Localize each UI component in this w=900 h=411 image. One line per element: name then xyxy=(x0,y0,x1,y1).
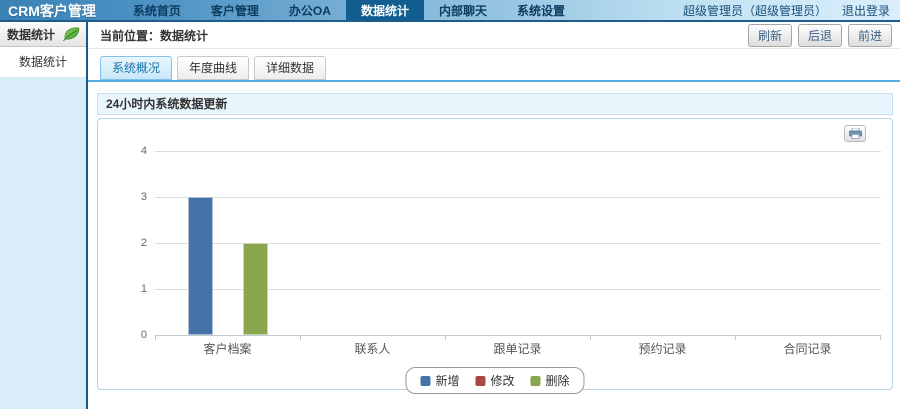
x-axis-category-label: 跟单记录 xyxy=(493,342,542,356)
nav-item[interactable]: 系统设置 xyxy=(516,4,565,18)
toolbar-button[interactable]: 前进 xyxy=(847,23,892,47)
sidebar-items: 数据统计 xyxy=(0,47,86,77)
top-nav: CRM客户管理 系统首页 客户管理 办公OA 数据统计 内部聊天 系统设置 超级管理员（超… xyxy=(0,0,900,22)
panel-header: 24小时内系统数据更新 xyxy=(97,93,893,115)
x-axis-tick xyxy=(300,335,301,340)
gridline xyxy=(155,197,881,198)
print-icon xyxy=(848,128,862,139)
y-axis-tick-label: 1 xyxy=(140,283,147,295)
panel-title: 24小时内系统数据更新 xyxy=(106,97,228,111)
nav-item[interactable]: 内部聊天 xyxy=(438,4,487,18)
gridline xyxy=(155,151,881,152)
legend-swatch xyxy=(420,375,431,386)
legend-label: 删除 xyxy=(545,374,570,388)
topnav-right: 超级管理员（超级管理员） 退出登录 xyxy=(683,0,900,20)
x-axis-category-label: 联系人 xyxy=(354,342,391,356)
nav-item[interactable]: 系统首页 xyxy=(132,4,181,18)
legend-swatch xyxy=(530,375,541,386)
nav-item[interactable]: 办公OA xyxy=(288,4,331,18)
tabs-row: 系统概况 年度曲线 详细数据 xyxy=(88,49,900,82)
nav-item[interactable]: 数据统计 xyxy=(345,0,424,20)
leaf-icon xyxy=(63,27,80,42)
gridline xyxy=(155,243,881,244)
x-axis-tick xyxy=(155,335,156,340)
tab[interactable]: 年度曲线 xyxy=(177,56,250,80)
sidebar-item[interactable]: 数据统计 xyxy=(0,47,86,77)
print-button[interactable] xyxy=(844,125,866,142)
legend-item[interactable]: 修改 xyxy=(475,372,515,389)
tab[interactable]: 详细数据 xyxy=(254,56,327,80)
chart-legend: 新增 修改 删除 xyxy=(405,367,585,394)
chart-bar xyxy=(187,197,213,335)
y-axis-tick-label: 4 xyxy=(140,145,147,157)
x-axis-tick xyxy=(445,335,446,340)
x-axis-category-label: 预约记录 xyxy=(638,342,687,356)
logout-link[interactable]: 退出登录 xyxy=(841,3,890,18)
y-axis-tick-label: 0 xyxy=(140,329,147,341)
topnav-items: 系统首页 客户管理 办公OA 数据统计 内部聊天 系统设置 xyxy=(118,0,580,20)
breadcrumb-buttons: 刷新 后退 前进 xyxy=(747,23,892,47)
sidebar-header: 数据统计 xyxy=(0,22,86,47)
chart-container: 0 1 2 3 4 客户档案 联系人 跟单记录 预约记录 合同记录 新增 修改 删除 xyxy=(97,118,893,394)
sidebar-header-label: 数据统计 xyxy=(7,27,56,42)
legend-label: 修改 xyxy=(490,374,515,388)
x-axis-tick xyxy=(880,335,881,340)
app-title: CRM客户管理 xyxy=(8,3,96,19)
y-axis-tick-label: 3 xyxy=(140,191,147,203)
current-user-label: 超级管理员（超级管理员） xyxy=(682,3,827,18)
x-axis-category-label: 合同记录 xyxy=(783,342,832,356)
tab[interactable]: 系统概况 xyxy=(100,56,173,80)
breadcrumb: 当前位置：数据统计 xyxy=(100,28,209,43)
x-axis-line xyxy=(155,335,881,336)
layout: 数据统计 数据统计 当前位置：数据统计 刷新 后退 前进 系统概况 年度曲线 详细数据 … xyxy=(0,22,900,409)
legend-item[interactable]: 新增 xyxy=(420,372,459,389)
x-axis-tick xyxy=(735,335,736,340)
legend-item[interactable]: 删除 xyxy=(530,372,570,389)
x-axis-tick xyxy=(590,335,591,340)
toolbar-button[interactable]: 后退 xyxy=(797,23,842,47)
y-axis-tick-label: 2 xyxy=(140,237,147,249)
nav-item[interactable]: 客户管理 xyxy=(210,4,259,18)
breadcrumb-bar: 当前位置：数据统计 刷新 后退 前进 xyxy=(88,22,900,49)
legend-label: 新增 xyxy=(435,374,460,388)
main-content: 当前位置：数据统计 刷新 后退 前进 系统概况 年度曲线 详细数据 24小时内系统数据更… xyxy=(88,22,900,409)
legend-swatch xyxy=(475,375,486,386)
chart-bar xyxy=(242,243,268,335)
gridline xyxy=(155,289,881,290)
sidebar: 数据统计 数据统计 xyxy=(0,22,88,409)
toolbar-button[interactable]: 刷新 xyxy=(747,23,792,47)
x-axis-category-label: 客户档案 xyxy=(203,342,252,356)
